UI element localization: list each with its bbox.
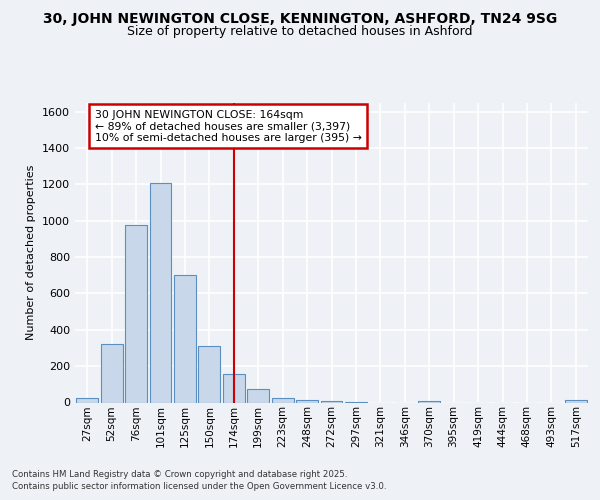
Text: Contains public sector information licensed under the Open Government Licence v3: Contains public sector information licen… [12, 482, 386, 491]
Bar [272, 398, 293, 402]
Bar [418, 400, 440, 402]
Y-axis label: Number of detached properties: Number of detached properties [26, 165, 37, 340]
Bar [199, 346, 220, 403]
Bar [76, 398, 98, 402]
Bar [101, 344, 122, 403]
Bar [125, 225, 147, 402]
Bar [223, 374, 245, 402]
Bar [320, 400, 343, 402]
Text: Size of property relative to detached houses in Ashford: Size of property relative to detached ho… [127, 25, 473, 38]
Bar [149, 184, 172, 402]
Text: Contains HM Land Registry data © Crown copyright and database right 2025.: Contains HM Land Registry data © Crown c… [12, 470, 347, 479]
Bar [174, 275, 196, 402]
Bar [296, 400, 318, 402]
Bar [247, 389, 269, 402]
Text: 30 JOHN NEWINGTON CLOSE: 164sqm
← 89% of detached houses are smaller (3,397)
10%: 30 JOHN NEWINGTON CLOSE: 164sqm ← 89% of… [95, 110, 361, 143]
Bar [565, 400, 587, 402]
Text: 30, JOHN NEWINGTON CLOSE, KENNINGTON, ASHFORD, TN24 9SG: 30, JOHN NEWINGTON CLOSE, KENNINGTON, AS… [43, 12, 557, 26]
